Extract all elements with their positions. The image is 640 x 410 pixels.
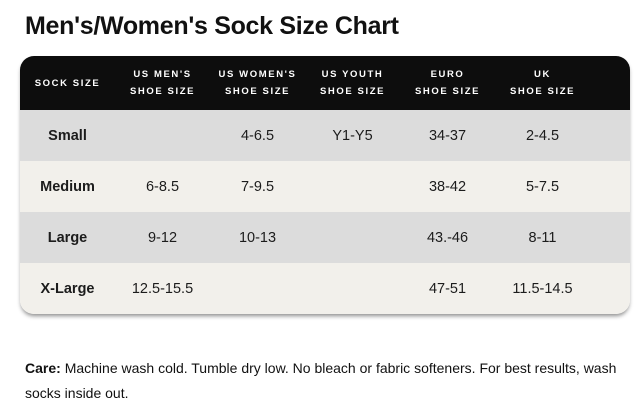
header-line: SHOE SIZE (509, 86, 576, 97)
cell-us-youth (305, 263, 400, 314)
header-line: SOCK SIZE (34, 77, 101, 89)
cell-euro: 38-42 (428, 178, 467, 195)
cell-uk: 8-11 (528, 229, 557, 246)
header-line: UK (534, 69, 551, 80)
cell-us-womens: 7-9.5 (240, 178, 275, 195)
size-label: X-Large (40, 280, 95, 297)
header-line: SHOE SIZE (129, 86, 196, 97)
cell-uk: 11.5-14.5 (512, 280, 573, 297)
header-line: SHOE SIZE (224, 86, 291, 97)
header-cell-euro: EURO SHOE SIZE (400, 56, 495, 110)
cell-us-youth (305, 212, 400, 263)
cell-us-womens (210, 263, 305, 314)
cell-us-womens: 10-13 (238, 229, 277, 246)
table-row-medium: Medium 6-8.5 7-9.5 38-42 5-7.5 (20, 161, 630, 212)
header-cell-us-youth: US YOUTH SHOE SIZE (305, 56, 400, 110)
header-cell-sock-size: SOCK SIZE (20, 56, 115, 110)
header-line: US WOMEN'S (218, 69, 297, 80)
cell-euro: 34-37 (428, 127, 467, 144)
cell-uk: 2-4.5 (525, 127, 560, 144)
header-line: US YOUTH (321, 69, 384, 80)
cell-us-mens: 6-8.5 (145, 178, 180, 195)
sock-size-table: SOCK SIZE US MEN'S SHOE SIZE US WOMEN'S … (20, 56, 630, 314)
cell-us-youth (305, 161, 400, 212)
header-line: EURO (430, 69, 465, 80)
page-title: Men's/Women's Sock Size Chart (25, 12, 399, 40)
cell-us-womens: 4-6.5 (240, 127, 275, 144)
cell-us-mens: 9-12 (147, 229, 178, 246)
cell-euro: 43.-46 (426, 229, 469, 246)
header-line: US MEN'S (133, 69, 192, 80)
table-row-xlarge: X-Large 12.5-15.5 47-51 11.5-14.5 (20, 263, 630, 314)
header-line: SHOE SIZE (414, 86, 481, 97)
header-cell-us-mens: US MEN'S SHOE SIZE (115, 56, 210, 110)
table-row-small: Small 4-6.5 Y1-Y5 34-37 2-4.5 (20, 110, 630, 161)
header-cell-us-womens: US WOMEN'S SHOE SIZE (210, 56, 305, 110)
table-header-row: SOCK SIZE US MEN'S SHOE SIZE US WOMEN'S … (20, 56, 630, 110)
cell-us-mens: 12.5-15.5 (131, 280, 194, 297)
care-label: Care: (25, 360, 61, 376)
cell-uk: 5-7.5 (525, 178, 560, 195)
size-label: Medium (40, 178, 95, 195)
table-row-large: Large 9-12 10-13 43.-46 8-11 (20, 212, 630, 263)
size-label: Small (48, 127, 87, 144)
cell-us-mens (115, 110, 210, 161)
cell-euro: 47-51 (428, 280, 467, 297)
cell-us-youth: Y1-Y5 (332, 127, 373, 144)
header-cell-uk: UK SHOE SIZE (495, 56, 590, 110)
header-line: SHOE SIZE (319, 86, 386, 97)
size-label: Large (47, 229, 88, 246)
care-instructions: Care: Machine wash cold. Tumble dry low.… (25, 356, 620, 406)
care-text: Machine wash cold. Tumble dry low. No bl… (25, 360, 617, 401)
